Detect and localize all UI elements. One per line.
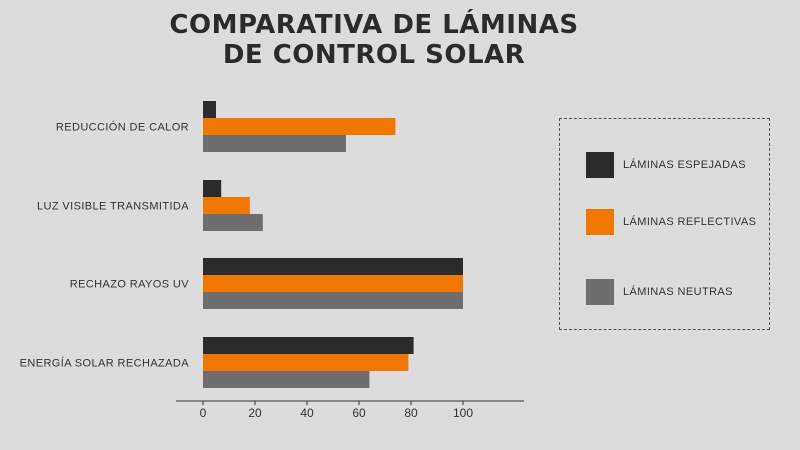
bar-3-1 — [203, 354, 409, 371]
bar-1-2 — [203, 214, 263, 231]
legend-item-reflectivas: LÁMINAS REFLECTIVAS — [586, 209, 756, 235]
chart-title: COMPARATIVA DE LÁMINAS DE CONTROL SOLAR — [0, 10, 748, 70]
x-tick-label: 100 — [453, 406, 473, 420]
category-label: REDUCCIÓN DE CALOR — [56, 121, 189, 134]
bar-0-2 — [203, 135, 346, 152]
legend-label-reflectivas: LÁMINAS REFLECTIVAS — [623, 216, 757, 228]
x-tick-label: 20 — [248, 406, 262, 420]
legend-swatch-espejadas — [586, 152, 614, 178]
legend-item-espejadas: LÁMINAS ESPEJADAS — [586, 152, 746, 178]
legend-label-neutras: LÁMINAS NEUTRAS — [623, 286, 733, 298]
bar-2-0 — [203, 258, 463, 275]
bar-1-1 — [203, 197, 250, 214]
bar-3-2 — [203, 371, 370, 388]
x-tick-label: 80 — [404, 406, 418, 420]
bar-2-1 — [203, 275, 463, 292]
x-tick-label: 60 — [352, 406, 366, 420]
x-tick-label: 40 — [300, 406, 314, 420]
legend: LÁMINAS ESPEJADAS LÁMINAS REFLECTIVAS LÁ… — [559, 118, 770, 330]
chart-title-line-2: DE CONTROL SOLAR — [222, 40, 526, 70]
legend-swatch-reflectivas — [586, 209, 614, 235]
bar-0-0 — [203, 101, 216, 118]
bar-1-0 — [203, 180, 222, 197]
chart-title-line-1: COMPARATIVA DE LÁMINAS — [169, 10, 579, 40]
legend-item-neutras: LÁMINAS NEUTRAS — [586, 279, 733, 305]
legend-label-espejadas: LÁMINAS ESPEJADAS — [623, 159, 746, 171]
legend-swatch-neutras — [586, 279, 614, 305]
bar-2-2 — [203, 292, 463, 309]
category-label: LUZ VISIBLE TRANSMITIDA — [37, 201, 189, 213]
bar-3-0 — [203, 337, 414, 354]
bar-0-1 — [203, 118, 396, 135]
category-label: ENERGÍA SOLAR RECHAZADA — [20, 357, 190, 370]
category-label: RECHAZO RAYOS UV — [70, 279, 190, 291]
x-tick-label: 0 — [200, 406, 207, 420]
